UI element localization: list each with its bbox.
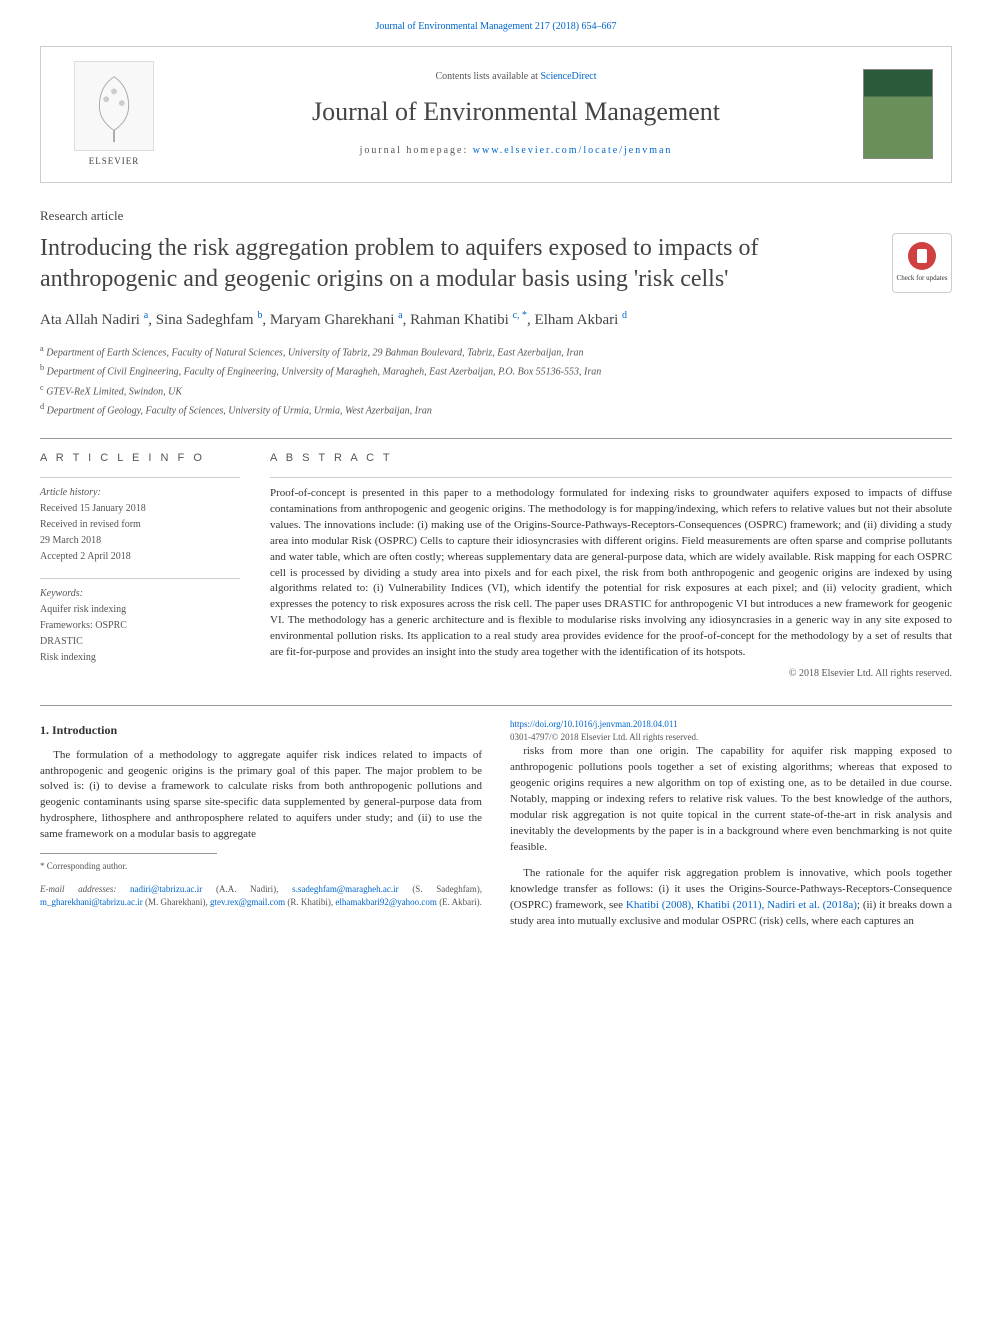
header-citation: Journal of Environmental Management 217 … bbox=[40, 20, 952, 34]
abstract: A B S T R A C T Proof-of-concept is pres… bbox=[270, 451, 952, 681]
affiliations: a Department of Earth Sciences, Faculty … bbox=[40, 343, 952, 418]
body-para: The formulation of a methodology to aggr… bbox=[40, 748, 482, 844]
footnotes: * Corresponding author. E-mail addresses… bbox=[40, 853, 482, 909]
keywords-label: Keywords: bbox=[40, 587, 240, 601]
email-link[interactable]: s.sadeghfam@maragheh.ac.ir bbox=[292, 884, 399, 894]
journal-cover-thumb bbox=[863, 69, 933, 159]
affiliation-line: d Department of Geology, Faculty of Scie… bbox=[40, 401, 952, 418]
history-line: 29 March 2018 bbox=[40, 534, 240, 548]
authors: Ata Allah Nadiri a, Sina Sadeghfam b, Ma… bbox=[40, 309, 952, 331]
divider bbox=[40, 438, 952, 439]
publisher-logo-block: ELSEVIER bbox=[59, 61, 169, 168]
history-line: Accepted 2 April 2018 bbox=[40, 550, 240, 564]
contents-line: Contents lists available at ScienceDirec… bbox=[169, 70, 863, 84]
doi-block: https://doi.org/10.1016/j.jenvman.2018.0… bbox=[510, 718, 952, 744]
email-addresses: E-mail addresses: nadiri@tabrizu.ac.ir (… bbox=[40, 883, 482, 909]
article-info: A R T I C L E I N F O Article history: R… bbox=[40, 451, 240, 681]
abstract-text: Proof-of-concept is presented in this pa… bbox=[270, 486, 952, 661]
homepage-prefix: journal homepage: bbox=[360, 145, 473, 156]
section-heading-introduction: 1. Introduction bbox=[40, 722, 482, 739]
divider bbox=[40, 705, 952, 706]
keyword: Aquifer risk indexing bbox=[40, 603, 240, 617]
corresponding-author: * Corresponding author. bbox=[40, 860, 482, 873]
affiliation-line: a Department of Earth Sciences, Faculty … bbox=[40, 343, 952, 360]
keyword: DRASTIC bbox=[40, 635, 240, 649]
history-line: Received in revised form bbox=[40, 518, 240, 532]
history-block: Article history: Received 15 January 201… bbox=[40, 486, 240, 564]
email-link[interactable]: elhamakbari92@yahoo.com bbox=[335, 897, 437, 907]
homepage-line: journal homepage: www.elsevier.com/locat… bbox=[169, 144, 863, 158]
emails-label: E-mail addresses: bbox=[40, 884, 116, 894]
keyword: Risk indexing bbox=[40, 651, 240, 665]
history-line: Received 15 January 2018 bbox=[40, 502, 240, 516]
body-para: risks from more than one origin. The cap… bbox=[510, 744, 952, 856]
check-updates-label: Check for updates bbox=[897, 274, 948, 284]
citation-link[interactable]: Khatibi (2008), Khatibi (2011), Nadiri e… bbox=[626, 899, 857, 911]
affiliation-line: b Department of Civil Engineering, Facul… bbox=[40, 362, 952, 379]
header-center: Contents lists available at ScienceDirec… bbox=[169, 70, 863, 158]
history-label: Article history: bbox=[40, 486, 240, 500]
publisher-label: ELSEVIER bbox=[59, 155, 169, 168]
keywords-block: Keywords: Aquifer risk indexing Framework… bbox=[40, 587, 240, 665]
check-updates-icon bbox=[908, 242, 936, 270]
journal-name: Journal of Environmental Management bbox=[169, 94, 863, 130]
journal-header: ELSEVIER Contents lists available at Sci… bbox=[40, 46, 952, 183]
homepage-link[interactable]: www.elsevier.com/locate/jenvman bbox=[473, 145, 673, 156]
abstract-heading: A B S T R A C T bbox=[270, 451, 952, 466]
doi-link[interactable]: https://doi.org/10.1016/j.jenvman.2018.0… bbox=[510, 719, 678, 729]
article-title: Introducing the risk aggregation problem… bbox=[40, 233, 872, 295]
article-type: Research article bbox=[40, 207, 952, 225]
sciencedirect-link[interactable]: ScienceDirect bbox=[540, 71, 596, 82]
info-divider bbox=[40, 578, 240, 579]
body-para: The rationale for the aquifer risk aggre… bbox=[510, 866, 952, 930]
abstract-copyright: © 2018 Elsevier Ltd. All rights reserved… bbox=[270, 667, 952, 681]
email-link[interactable]: gtev.rex@gmail.com bbox=[210, 897, 285, 907]
contents-prefix: Contents lists available at bbox=[435, 71, 540, 82]
affiliation-line: c GTEV-ReX Limited, Swindon, UK bbox=[40, 382, 952, 399]
info-divider bbox=[40, 477, 240, 478]
body-columns: 1. Introduction The formulation of a met… bbox=[40, 718, 952, 929]
keyword: Frameworks: OSPRC bbox=[40, 619, 240, 633]
email-link[interactable]: m_gharekhani@tabrizu.ac.ir bbox=[40, 897, 143, 907]
check-updates-badge[interactable]: Check for updates bbox=[892, 233, 952, 293]
abstract-divider bbox=[270, 477, 952, 478]
article-info-heading: A R T I C L E I N F O bbox=[40, 451, 240, 466]
email-link[interactable]: nadiri@tabrizu.ac.ir bbox=[130, 884, 202, 894]
issn-copyright: 0301-4797/© 2018 Elsevier Ltd. All right… bbox=[510, 732, 698, 742]
elsevier-tree-icon bbox=[74, 61, 154, 151]
